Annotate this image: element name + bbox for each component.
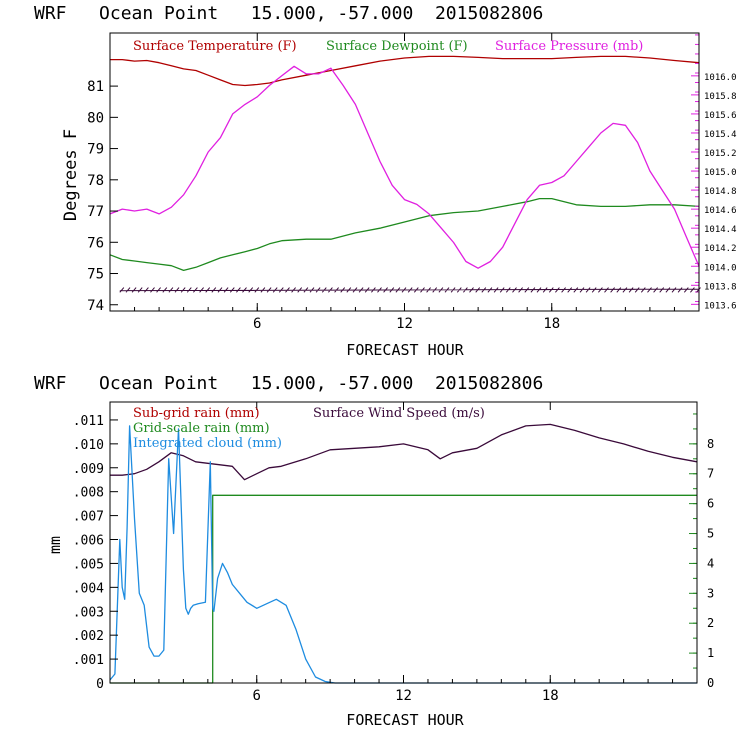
x-tick-label: 18: [543, 316, 560, 332]
y-tick-label: .010: [73, 438, 104, 453]
y2-tick-label: 1015.8: [704, 92, 737, 102]
y-tick-label: 76: [87, 235, 104, 251]
x-tick-label: 18: [542, 688, 559, 704]
wind-barb-band: [119, 287, 701, 293]
y2-tick-label: 4: [707, 556, 714, 570]
pressure-line: [109, 65, 700, 269]
top-chart-ylabel: Degrees F: [61, 129, 81, 221]
y2-tick-label: 3: [707, 586, 714, 600]
y2-tick-label: 1015.4: [704, 130, 737, 140]
y2-tick-label: 6: [707, 497, 714, 511]
y2-tick-label: 7: [707, 467, 714, 481]
bottom-legend: Sub-grid rain (mm) Grid-scale rain (mm) …: [133, 406, 485, 451]
y2-tick-label: 2: [707, 616, 714, 630]
y2-tick-label: 1014.4: [704, 225, 737, 235]
y-tick-label: .002: [73, 629, 104, 644]
y2-tick-label: 1013.6: [704, 301, 737, 311]
top-plot-area: 6 12 18 74 75 76 77 78 79 80 81 1013.6 1013.8 1014.0 1…: [87, 32, 737, 332]
legend-grid-scale-rain: Grid-scale rain (mm): [133, 421, 270, 436]
legend-surface-pressure: Surface Pressure (mb): [495, 39, 643, 54]
bottom-plot-frame: [109, 401, 698, 684]
x-tick-label: 6: [253, 688, 261, 704]
top-chart-title: WRF Ocean Point 15.000, -57.000 20150828…: [34, 3, 543, 24]
legend-integrated-cloud: Integrated cloud (mm): [133, 436, 282, 451]
y-tick-label: .003: [73, 605, 104, 620]
bottom-chart-xlabel: FORECAST HOUR: [346, 711, 464, 729]
y2-tick-label: 1014.6: [704, 206, 737, 216]
bottom-chart-title: WRF Ocean Point 15.000, -57.000 20150828…: [34, 373, 543, 394]
legend-surface-wind-speed: Surface Wind Speed (m/s): [313, 406, 485, 421]
y2-tick-label: 1014.8: [704, 187, 737, 197]
top-legend: Surface Temperature (F) Surface Dewpoint…: [133, 39, 643, 54]
x-tick-label: 6: [253, 316, 261, 332]
y2-tick-label: 1015.0: [704, 168, 737, 178]
top-plot-frame: [109, 32, 700, 312]
integrated-cloud-line: [109, 425, 697, 684]
y-tick-label: 80: [87, 110, 104, 126]
legend-sub-grid-rain: Sub-grid rain (mm): [133, 406, 260, 421]
bottom-series-group: [109, 423, 698, 684]
y2-tick-label: 5: [707, 527, 714, 541]
grid-scale-rain-line: [110, 494, 697, 684]
top-series-group: [109, 55, 700, 272]
x-tick-label: 12: [396, 316, 413, 332]
wind-speed-line: [110, 423, 698, 481]
y2-tick-label: 1015.2: [704, 149, 737, 159]
y2-tick-label: 1013.8: [704, 282, 737, 292]
bottom-plot-area: 6 12 180.001.002.003.004.005.006.007.008.0…: [73, 401, 714, 704]
y2-tick-label: 8: [707, 437, 714, 451]
legend-surface-temperature: Surface Temperature (F): [133, 39, 297, 54]
y2-tick-label: 1014.2: [704, 244, 737, 254]
y-tick-label: .001: [73, 653, 104, 668]
top-panel: WRF Ocean Point 15.000, -57.000 20150828…: [34, 3, 737, 359]
bottom-chart-ylabel: mm: [46, 536, 64, 554]
y2-tick-label: 0: [707, 676, 714, 690]
y-tick-label: 77: [87, 204, 104, 220]
y2-tick-label: 1016.0: [704, 73, 737, 83]
y2-tick-label: 1: [707, 646, 714, 660]
y-tick-label: .009: [73, 462, 104, 477]
y-tick-label: 0: [96, 677, 104, 692]
y-tick-label: .004: [73, 581, 104, 596]
y-tick-label: .006: [73, 534, 104, 549]
y-tick-label: 81: [87, 79, 104, 95]
y2-tick-label: 1014.0: [704, 263, 737, 273]
temperature-line: [110, 55, 700, 87]
y-tick-label: 75: [87, 267, 104, 283]
dewpoint-line: [109, 197, 700, 272]
y-tick-label: .008: [73, 486, 104, 501]
y-tick-label: 79: [87, 142, 104, 158]
y-tick-label: .007: [73, 510, 104, 525]
top-chart-xlabel: FORECAST HOUR: [346, 341, 464, 359]
top-ticks-group: 6 12 18 74 75 76 77 78 79 80 81 1013.6 1013.8 1014.0 1…: [87, 33, 737, 332]
y-tick-label: 78: [87, 173, 104, 189]
y-tick-label: .011: [73, 414, 104, 429]
y-tick-label: .005: [73, 557, 104, 572]
y-tick-label: 74: [87, 298, 104, 314]
bottom-panel: WRF Ocean Point 15.000, -57.000 20150828…: [34, 373, 714, 729]
x-tick-label: 12: [395, 688, 412, 704]
legend-surface-dewpoint: Surface Dewpoint (F): [326, 39, 468, 54]
bottom-ticks-group: 6 12 180.001.002.003.004.005.006.007.008.0…: [73, 402, 714, 704]
y2-tick-label: 1015.6: [704, 111, 737, 121]
